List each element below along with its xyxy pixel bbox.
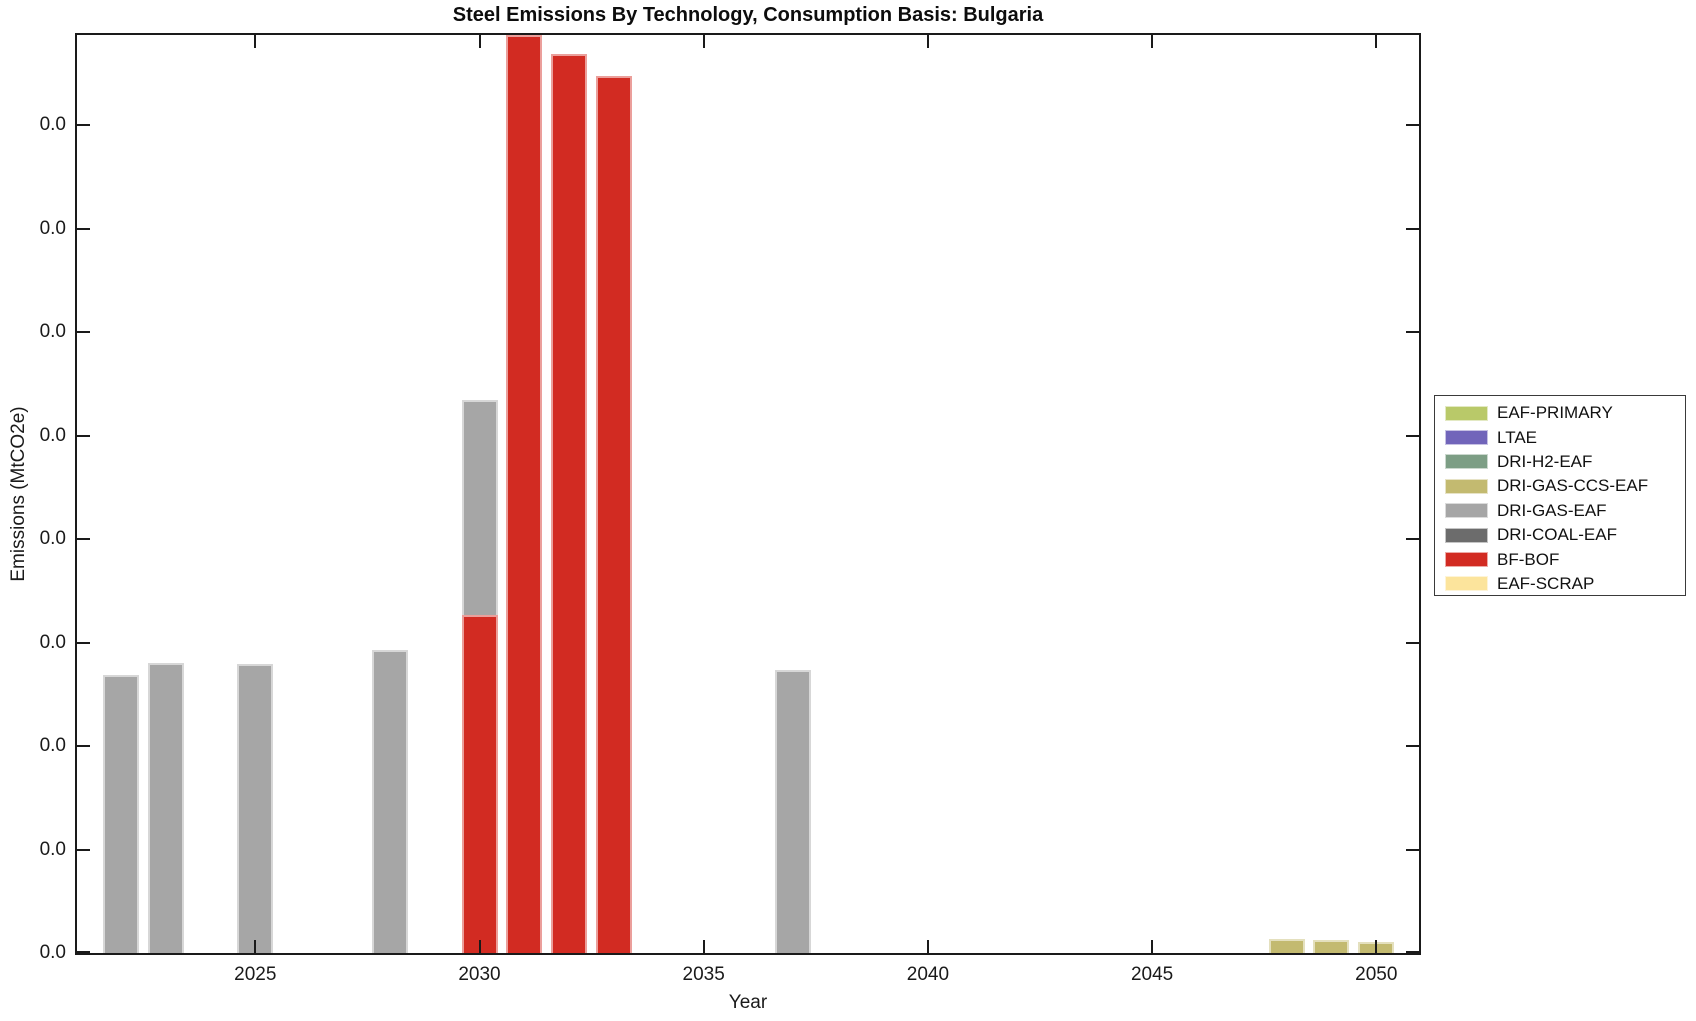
y-tick-label: 0.0 bbox=[39, 424, 66, 446]
x-tick-label: 2050 bbox=[1355, 964, 1398, 985]
legend-entry-dri-gas-ccs-eaf: DRI-GAS-CCS-EAF bbox=[1445, 474, 1685, 498]
legend: EAF-PRIMARY LTAE DRI-H2-EAF DRI-GAS-CCS-EAF… bbox=[1434, 395, 1686, 596]
plot-area bbox=[75, 33, 1421, 955]
legend-entry-eaf-scrap: EAF-SCRAP bbox=[1445, 572, 1685, 596]
x-tick-mark bbox=[1375, 35, 1378, 48]
y-tick-mark bbox=[77, 538, 90, 541]
legend-swatch-icon bbox=[1445, 430, 1488, 446]
x-axis-label: Year bbox=[728, 992, 768, 1013]
y-tick-mark bbox=[1406, 848, 1419, 851]
x-tick-mark bbox=[702, 940, 705, 953]
legend-label: EAF-PRIMARY bbox=[1497, 403, 1613, 423]
y-tick-mark bbox=[1406, 227, 1419, 230]
x-tick-label: 2040 bbox=[906, 964, 950, 985]
legend-entry-eaf-primary: EAF-PRIMARY bbox=[1445, 401, 1685, 425]
bar-2037-dri-gas-eaf bbox=[775, 669, 812, 953]
y-tick-mark bbox=[1406, 538, 1419, 541]
y-tick-mark bbox=[77, 848, 90, 851]
y-tick-mark bbox=[77, 745, 90, 748]
y-tick-mark bbox=[1406, 641, 1419, 644]
legend-swatch-icon bbox=[1445, 552, 1488, 568]
x-tick-mark bbox=[478, 35, 481, 48]
legend-entry-ltae: LTAE bbox=[1445, 425, 1685, 449]
legend-entry-bf-bof: BF-BOF bbox=[1445, 547, 1685, 571]
legend-swatch-icon bbox=[1445, 405, 1488, 421]
x-tick-label: 2035 bbox=[682, 964, 725, 985]
y-tick-mark bbox=[1406, 745, 1419, 748]
y-tick-label: 0.0 bbox=[39, 217, 66, 239]
y-tick-mark bbox=[1406, 951, 1419, 953]
bar-2030-dri-gas-eaf bbox=[461, 399, 498, 615]
x-tick-label: 2030 bbox=[458, 964, 501, 985]
legend-label: DRI-GAS-EAF bbox=[1497, 500, 1607, 520]
bar-2022-dri-gas-eaf bbox=[102, 674, 139, 953]
legend-label: EAF-SCRAP bbox=[1497, 573, 1595, 593]
y-tick-label: 0.0 bbox=[39, 321, 66, 343]
x-tick-mark bbox=[1375, 940, 1378, 953]
y-tick-mark bbox=[77, 227, 90, 230]
y-tick-label: 0.0 bbox=[39, 114, 66, 136]
y-tick-mark bbox=[1406, 434, 1419, 437]
bar-2048-dri-gas-ccs-eaf bbox=[1268, 938, 1305, 953]
x-tick-mark bbox=[702, 35, 705, 48]
legend-swatch-icon bbox=[1445, 478, 1488, 494]
legend-entry-dri-h2-eaf: DRI-H2-EAF bbox=[1445, 450, 1685, 474]
x-tick-label: 2045 bbox=[1130, 964, 1174, 985]
y-tick-label: 0.0 bbox=[39, 838, 66, 860]
y-tick-mark bbox=[77, 124, 90, 127]
x-tick-mark bbox=[478, 940, 481, 953]
y-tick-mark bbox=[77, 641, 90, 644]
bar-2030-bf-bof bbox=[461, 614, 498, 953]
legend-swatch-icon bbox=[1445, 503, 1488, 519]
legend-label: BF-BOF bbox=[1497, 549, 1560, 569]
y-tick-mark bbox=[77, 434, 90, 437]
legend-entry-dri-gas-eaf: DRI-GAS-EAF bbox=[1445, 499, 1685, 523]
x-tick-mark bbox=[1151, 35, 1154, 48]
y-tick-mark bbox=[77, 951, 90, 953]
bar-2023-dri-gas-eaf bbox=[147, 663, 184, 953]
x-tick-mark bbox=[254, 35, 257, 48]
y-tick-label: 0.0 bbox=[39, 528, 66, 550]
legend-label: DRI-H2-EAF bbox=[1497, 451, 1593, 471]
x-tick-mark bbox=[926, 35, 929, 48]
legend-label: DRI-GAS-CCS-EAF bbox=[1497, 476, 1649, 496]
bar-2032-bf-bof bbox=[551, 54, 588, 953]
legend-entry-dri-coal-eaf: DRI-COAL-EAF bbox=[1445, 523, 1685, 547]
legend-swatch-icon bbox=[1445, 527, 1488, 543]
chart-title: Steel Emissions By Technology, Consumpti… bbox=[452, 4, 1044, 26]
x-tick-mark bbox=[1151, 940, 1154, 953]
bar-2025-dri-gas-eaf bbox=[237, 664, 274, 953]
bar-2049-dri-gas-ccs-eaf bbox=[1313, 939, 1350, 953]
y-tick-label: 0.0 bbox=[39, 631, 66, 653]
x-tick-mark bbox=[926, 940, 929, 953]
legend-swatch-icon bbox=[1445, 576, 1488, 592]
x-tick-mark bbox=[254, 940, 257, 953]
bar-2028-dri-gas-eaf bbox=[371, 649, 408, 953]
legend-label: LTAE bbox=[1497, 427, 1537, 447]
y-tick-label: 0.0 bbox=[39, 735, 66, 757]
y-tick-mark bbox=[1406, 124, 1419, 127]
bar-2033-bf-bof bbox=[596, 75, 633, 953]
legend-swatch-icon bbox=[1445, 454, 1488, 470]
legend-label: DRI-COAL-EAF bbox=[1497, 525, 1617, 545]
x-tick-label: 2025 bbox=[234, 964, 277, 985]
bar-2031-bf-bof bbox=[506, 35, 543, 953]
y-tick-mark bbox=[77, 331, 90, 334]
y-tick-mark bbox=[1406, 331, 1419, 334]
y-tick-label: 0.0 bbox=[39, 942, 66, 963]
